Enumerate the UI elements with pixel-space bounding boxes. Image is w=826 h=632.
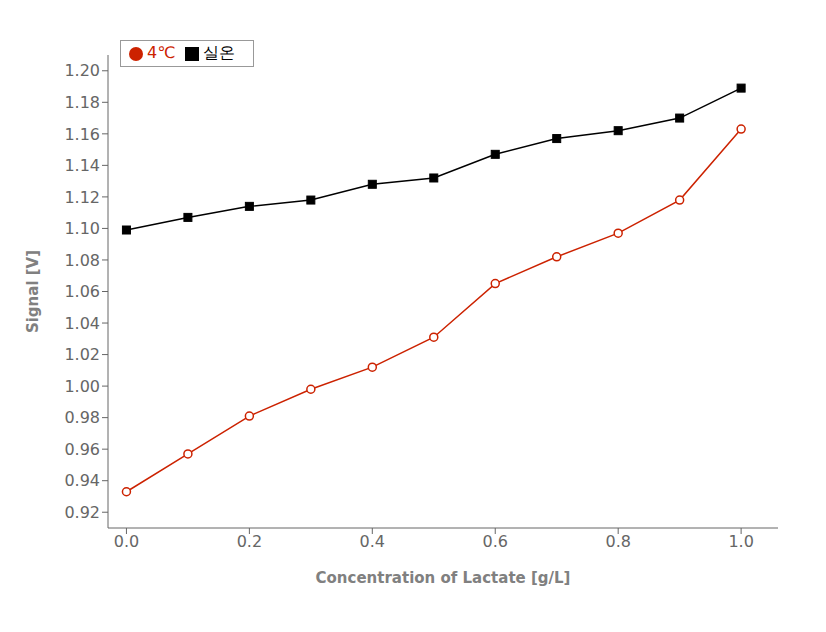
svg-text:0.94: 0.94 <box>64 471 100 490</box>
svg-text:Concentration of Lactate [g/L]: Concentration of Lactate [g/L] <box>316 569 571 587</box>
svg-text:1.14: 1.14 <box>64 156 100 175</box>
svg-text:0.0: 0.0 <box>114 532 139 551</box>
svg-text:0.6: 0.6 <box>483 532 508 551</box>
svg-text:0.4: 0.4 <box>360 532 385 551</box>
svg-text:Signal [V]: Signal [V] <box>24 250 42 333</box>
svg-text:1.00: 1.00 <box>64 377 100 396</box>
svg-text:0.98: 0.98 <box>64 408 100 427</box>
svg-text:1.0: 1.0 <box>728 532 753 551</box>
svg-text:0.8: 0.8 <box>605 532 630 551</box>
svg-text:1.12: 1.12 <box>64 188 100 207</box>
svg-text:1.18: 1.18 <box>64 93 100 112</box>
svg-text:1.20: 1.20 <box>64 61 100 80</box>
svg-text:0.92: 0.92 <box>64 503 100 522</box>
html-text:4℃: 4℃ <box>147 43 176 62</box>
svg-text:1.02: 1.02 <box>64 345 100 364</box>
svg-text:1.04: 1.04 <box>64 314 100 333</box>
svg-text:0.96: 0.96 <box>64 440 100 459</box>
svg-text:0.2: 0.2 <box>237 532 262 551</box>
svg-text:1.08: 1.08 <box>64 251 100 270</box>
html-text:실온: 실온 <box>203 43 236 62</box>
svg-text:1.06: 1.06 <box>64 282 100 301</box>
svg-text:1.16: 1.16 <box>64 125 100 144</box>
svg-text:1.10: 1.10 <box>64 219 100 238</box>
